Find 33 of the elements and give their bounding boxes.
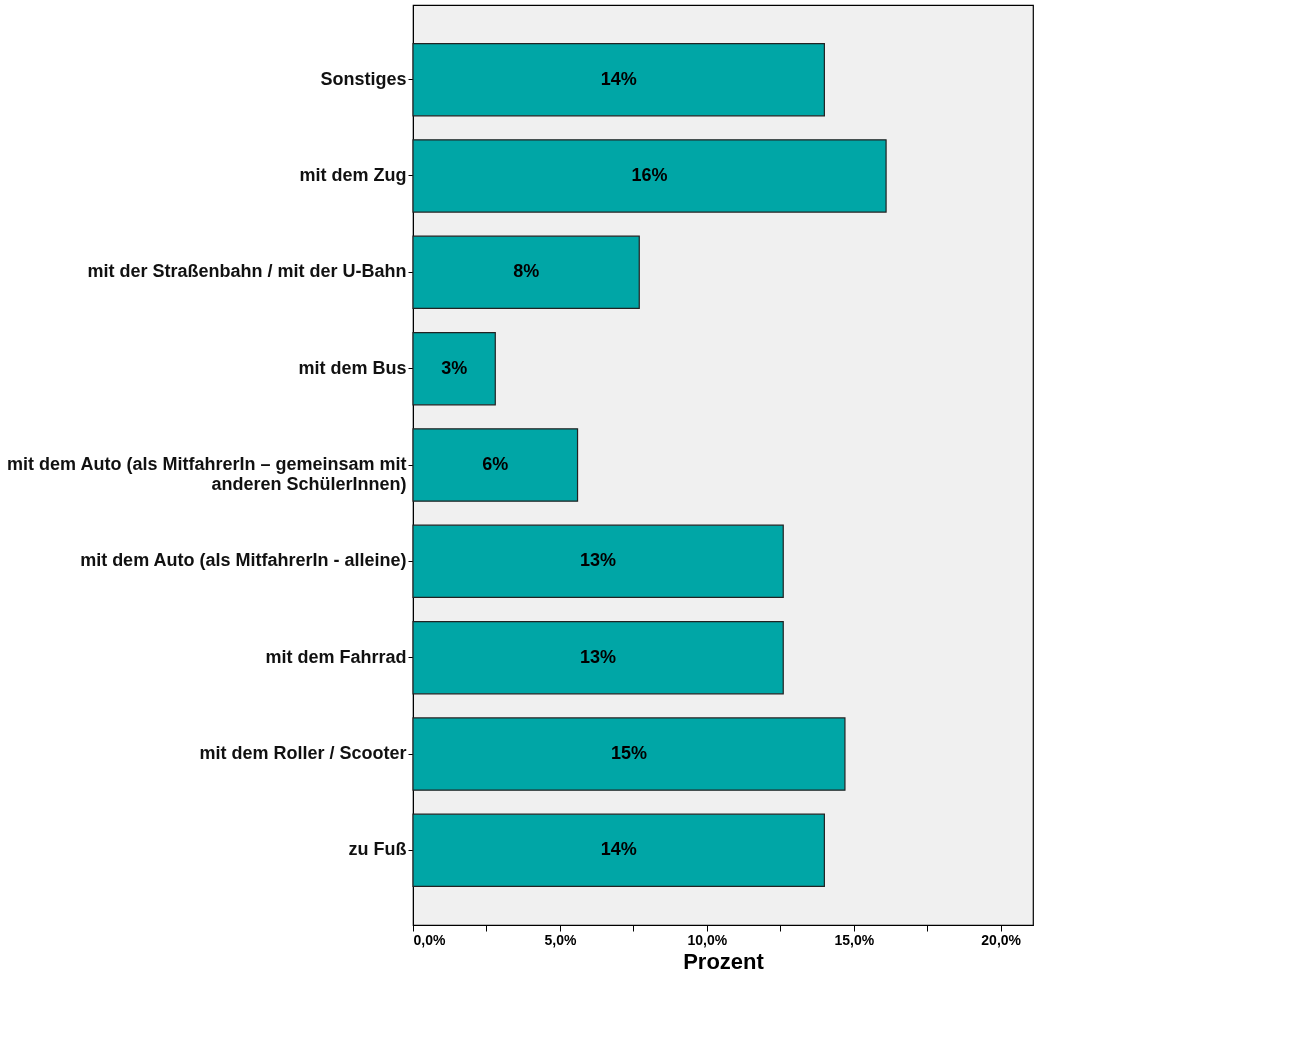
x-tick-label: 10,0% bbox=[687, 931, 728, 948]
bar bbox=[412, 813, 825, 888]
y-tick-label: mit dem Roller / Scooter bbox=[199, 743, 407, 764]
data-label: 14% bbox=[600, 68, 637, 89]
y-tick-label: mit der Straßenbahn / mit der U-Bahn bbox=[87, 261, 407, 282]
data-label: 6% bbox=[482, 454, 509, 474]
data-label: 8% bbox=[513, 261, 540, 282]
bar bbox=[412, 524, 784, 599]
y-tick-label: mit dem Fahrrad bbox=[265, 646, 407, 667]
data-label: 3% bbox=[441, 357, 468, 378]
x-tick-label: 15,0% bbox=[834, 931, 875, 948]
bar bbox=[412, 42, 825, 117]
y-tick-label: zu Fuß bbox=[348, 839, 407, 860]
y-tick-label: mit dem Auto (als MitfahrerIn – gemeinsam mit anderen SchülerInnen) bbox=[7, 454, 407, 494]
x-axis-title: Prozent bbox=[683, 948, 765, 974]
x-tick-label: 20,0% bbox=[981, 931, 1022, 948]
data-label: 13% bbox=[580, 646, 617, 667]
y-tick-label: mit dem Bus bbox=[298, 357, 407, 378]
bar bbox=[412, 139, 887, 213]
bar bbox=[412, 428, 579, 502]
y-tick-label: mit dem Auto (als MitfahrerIn - alleine) bbox=[80, 550, 407, 571]
data-label: 13% bbox=[580, 550, 617, 571]
bar bbox=[412, 620, 784, 695]
bar bbox=[412, 717, 846, 791]
bar bbox=[412, 235, 640, 310]
bar bbox=[412, 331, 496, 406]
x-tick-label: 0,0% bbox=[413, 931, 446, 948]
y-tick-label: mit dem Zug bbox=[299, 164, 407, 185]
x-tick-label: 5,0% bbox=[544, 931, 577, 948]
y-tick-label: Sonstiges bbox=[320, 68, 407, 89]
data-label: 15% bbox=[610, 743, 647, 764]
data-label: 14% bbox=[600, 839, 637, 860]
data-label: 16% bbox=[631, 164, 668, 185]
